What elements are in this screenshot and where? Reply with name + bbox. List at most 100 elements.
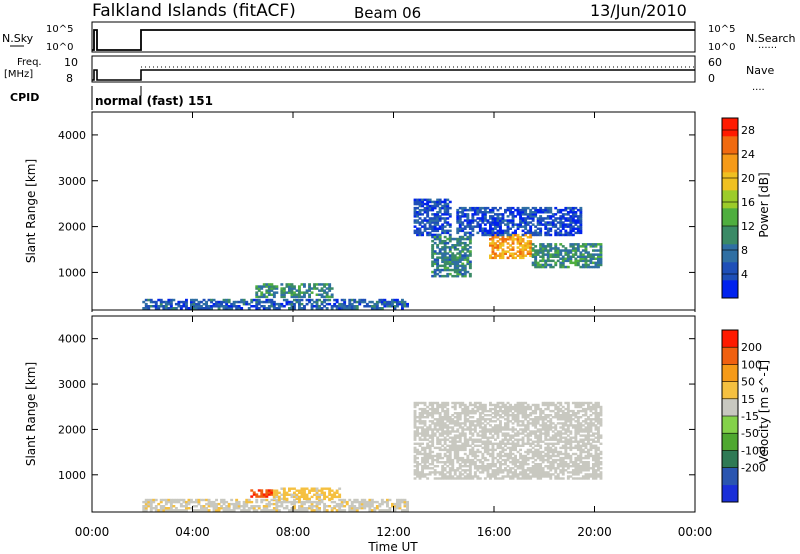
data-cell	[172, 500, 176, 504]
data-cell	[456, 444, 460, 447]
data-cell	[597, 456, 600, 460]
data-cell	[536, 223, 540, 226]
data-cell	[579, 217, 583, 220]
data-cell	[519, 428, 522, 431]
data-cell	[418, 208, 422, 212]
data-cell	[358, 300, 362, 304]
data-cell	[438, 200, 442, 204]
data-cell	[556, 467, 560, 470]
data-cell	[539, 215, 543, 218]
data-cell	[481, 418, 485, 421]
data-cell	[436, 227, 440, 230]
data-cell	[433, 270, 437, 274]
data-cell	[551, 223, 555, 226]
data-cell	[456, 241, 460, 245]
data-cell	[491, 407, 495, 411]
data-cell	[265, 495, 269, 498]
data-cell	[451, 252, 455, 255]
data-cell	[473, 461, 477, 464]
data-cell	[453, 403, 457, 407]
data-cell	[584, 446, 588, 450]
data-cell	[431, 219, 435, 222]
data-cell	[443, 469, 447, 472]
data-cell	[491, 428, 495, 431]
data-cell	[554, 454, 558, 458]
data-cell	[167, 500, 171, 504]
data-cell	[536, 469, 540, 472]
data-cell	[524, 477, 528, 480]
data-cell	[225, 298, 229, 302]
data-cell	[584, 422, 588, 425]
data-cell	[416, 211, 419, 214]
data-cell	[481, 211, 485, 214]
data-cell	[172, 498, 176, 502]
data-cell	[451, 244, 455, 247]
data-cell	[589, 420, 593, 423]
data-cell	[524, 473, 528, 476]
data-cell	[549, 428, 553, 431]
data-cell	[262, 495, 266, 498]
data-cell	[154, 300, 158, 304]
data-cell	[426, 458, 430, 462]
data-cell	[310, 495, 314, 499]
data-cell	[298, 302, 301, 306]
data-cell	[564, 420, 568, 423]
data-cell	[260, 500, 264, 504]
data-cell	[463, 477, 467, 480]
data-cell	[413, 202, 417, 206]
data-cell	[506, 227, 510, 230]
data-cell	[519, 252, 522, 255]
data-cell	[514, 471, 517, 474]
data-cell	[421, 233, 424, 237]
data-cell	[448, 420, 452, 423]
data-cell	[496, 414, 500, 417]
data-cell	[544, 206, 548, 210]
data-cell	[323, 487, 326, 490]
data-cell	[521, 461, 525, 464]
data-cell	[564, 442, 568, 445]
data-cell	[516, 208, 520, 212]
data-cell	[185, 298, 188, 302]
data-cell	[423, 229, 427, 233]
data-cell	[481, 454, 485, 458]
data-cell	[576, 245, 580, 248]
data-cell	[564, 416, 568, 419]
data-cell	[313, 305, 316, 308]
data-cell	[338, 495, 342, 499]
data-cell	[536, 261, 540, 265]
data-cell	[544, 436, 548, 439]
data-cell	[436, 223, 440, 226]
data-cell	[433, 407, 437, 411]
data-cell	[584, 436, 588, 439]
data-cell	[509, 452, 512, 456]
data-cell	[581, 450, 585, 454]
data-cell	[451, 446, 455, 450]
data-cell	[446, 448, 450, 452]
data-cell	[159, 298, 163, 302]
data-cell	[494, 420, 497, 423]
data-cell	[265, 509, 269, 512]
data-cell	[471, 217, 475, 220]
data-cell	[519, 420, 522, 423]
data-cell	[456, 475, 460, 478]
data-cell	[426, 231, 430, 235]
data-cell	[192, 298, 196, 302]
data-cell	[438, 428, 442, 431]
data-cell	[277, 491, 281, 494]
data-cell	[506, 221, 510, 224]
data-cell	[564, 407, 568, 411]
data-cell	[539, 430, 543, 433]
data-cell	[428, 454, 432, 458]
data-cell	[456, 446, 460, 450]
data-cell	[225, 509, 229, 512]
data-cell	[230, 498, 234, 502]
data-cell	[564, 257, 568, 260]
data-cell	[340, 502, 344, 506]
data-cell	[423, 434, 427, 437]
data-cell	[496, 213, 500, 216]
data-cell	[461, 254, 465, 257]
data-cell	[187, 502, 191, 506]
data-cell	[413, 436, 417, 439]
data-cell	[584, 465, 588, 468]
data-cell	[559, 471, 563, 474]
